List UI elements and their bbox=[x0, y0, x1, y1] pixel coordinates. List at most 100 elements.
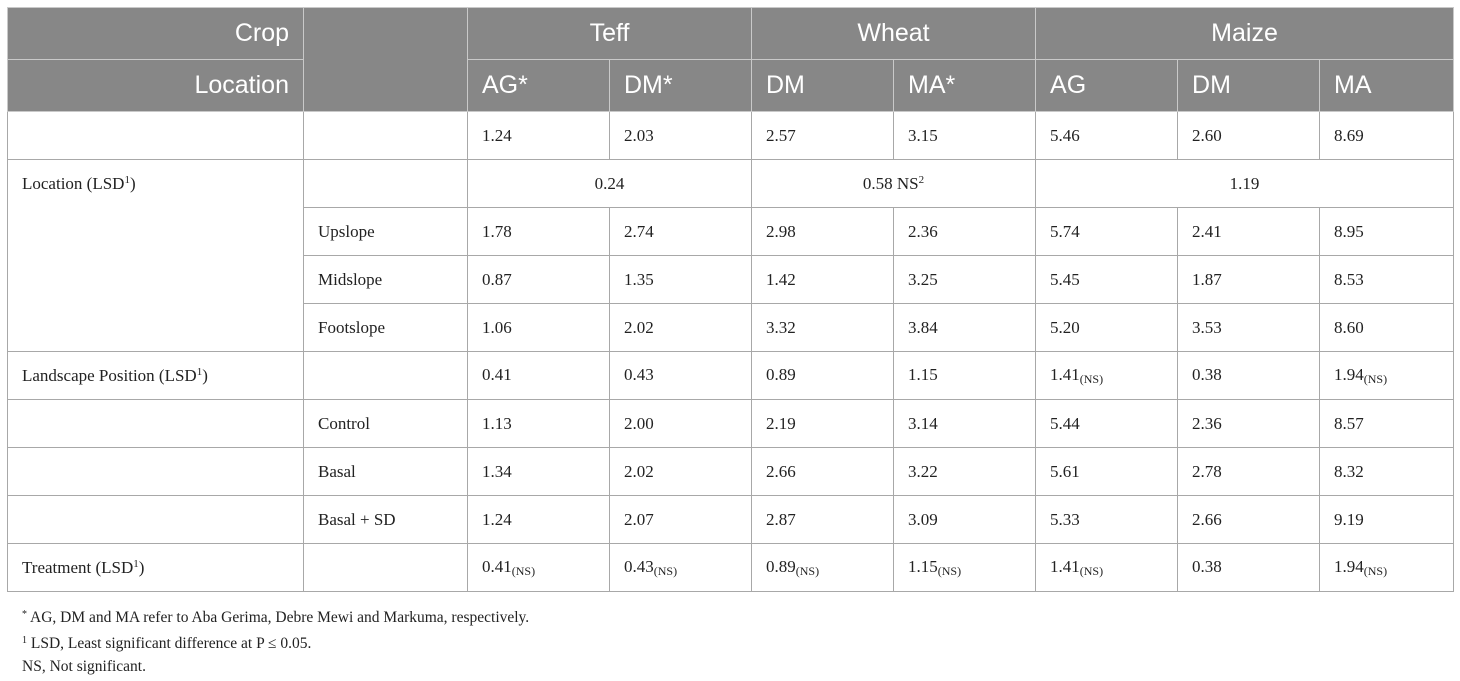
table-body: 1.24 2.03 2.57 3.15 5.46 2.60 8.69 Locat… bbox=[7, 111, 1455, 592]
row-label-treatment-lsd: Treatment (LSD1) bbox=[7, 543, 304, 592]
table-cell: 1.24 bbox=[467, 495, 610, 544]
table-cell: 1.06 bbox=[467, 303, 610, 352]
table-row-basal-sd: Basal + SD 1.24 2.07 2.87 3.09 5.33 2.66… bbox=[7, 495, 1455, 544]
table-cell: 3.25 bbox=[892, 255, 1037, 304]
footnote-ns: NS, Not significant. bbox=[22, 658, 146, 675]
footnote-abbreviations: * AG, DM and MA refer to Aba Gerima, Deb… bbox=[22, 603, 529, 629]
table-cell: 2.03 bbox=[609, 111, 752, 160]
header-wheat-dm: DM bbox=[751, 59, 894, 112]
table-cell bbox=[303, 543, 468, 592]
ns-mark: (NS) bbox=[1363, 371, 1388, 386]
header-location-label: Location bbox=[7, 59, 304, 112]
value-text: 0.43 bbox=[624, 556, 654, 576]
table-cell: 3.53 bbox=[1177, 303, 1321, 352]
table-cell: 5.45 bbox=[1035, 255, 1179, 304]
value-text: 0.58 NS bbox=[862, 173, 919, 193]
results-table-container: Crop Teff Wheat Maize Location AG* DM* D… bbox=[7, 7, 1455, 592]
table-cell: 2.36 bbox=[892, 207, 1037, 256]
table-cell: 5.61 bbox=[1035, 447, 1179, 496]
value-text: 0.89 bbox=[766, 364, 796, 384]
value-text: 0.41 bbox=[482, 556, 512, 576]
header-blank bbox=[303, 7, 468, 112]
table-cell: 1.78 bbox=[467, 207, 610, 256]
table-row-treatment-lsd: Treatment (LSD1) 0.41(NS) 0.43(NS) 0.89(… bbox=[7, 543, 1455, 592]
table-cell: 8.69 bbox=[1319, 111, 1455, 160]
table-cell: 2.87 bbox=[751, 495, 894, 544]
table-cell: 9.19 bbox=[1319, 495, 1455, 544]
table-cell: 2.02 bbox=[609, 303, 752, 352]
label-text: Treatment (LSD bbox=[22, 557, 134, 577]
table-cell bbox=[7, 495, 304, 544]
table-cell: 5.74 bbox=[1035, 207, 1179, 256]
label-close: ) bbox=[129, 174, 136, 193]
ns-mark: (NS) bbox=[653, 563, 678, 578]
table-cell: 2.66 bbox=[1177, 495, 1321, 544]
table-cell-wheat-lsd: 0.58 NS2 bbox=[750, 159, 1037, 208]
table-cell: 0.87 bbox=[467, 255, 610, 304]
value-text: 0.43 bbox=[624, 364, 654, 384]
table-cell: 5.33 bbox=[1035, 495, 1179, 544]
ns-mark: (NS) bbox=[795, 563, 820, 578]
table-cell: 5.20 bbox=[1035, 303, 1179, 352]
table-cell: 1.34 bbox=[467, 447, 610, 496]
table-cell: 2.78 bbox=[1177, 447, 1321, 496]
table-cell: 3.09 bbox=[892, 495, 1037, 544]
table-row-landscape-lsd: Landscape Position (LSD1) 0.41 0.43 0.89… bbox=[7, 351, 1455, 400]
table-cell: 3.32 bbox=[751, 303, 894, 352]
row-label-footslope: Footslope bbox=[303, 303, 468, 352]
row-label-basal-sd: Basal + SD bbox=[303, 495, 468, 544]
table-cell: 0.43(NS) bbox=[609, 543, 752, 592]
table-cell: 8.57 bbox=[1319, 399, 1455, 448]
results-table: Crop Teff Wheat Maize Location AG* DM* D… bbox=[7, 7, 1455, 592]
table-cell: 0.43 bbox=[609, 351, 752, 400]
table-cell: 2.66 bbox=[751, 447, 894, 496]
table-cell: 3.22 bbox=[892, 447, 1037, 496]
table-cell: 5.46 bbox=[1035, 111, 1179, 160]
table-cell: 1.87 bbox=[1177, 255, 1321, 304]
ns-mark: (NS) bbox=[1079, 371, 1104, 386]
table-row-overall: 1.24 2.03 2.57 3.15 5.46 2.60 8.69 bbox=[7, 111, 1455, 160]
table-cell: 0.41 bbox=[467, 351, 610, 400]
row-label-midslope: Midslope bbox=[303, 255, 468, 304]
value-text: 1.15 bbox=[908, 556, 938, 576]
table-row-location-lsd: Location (LSD1) 0.24 0.58 NS2 1.19 bbox=[7, 159, 1455, 352]
footnote-mark: 1 bbox=[22, 635, 27, 646]
table-footnotes: * AG, DM and MA refer to Aba Gerima, Deb… bbox=[22, 603, 529, 678]
table-cell: 1.94(NS) bbox=[1319, 543, 1455, 592]
label-close: ) bbox=[138, 557, 145, 577]
table-cell: 1.42 bbox=[751, 255, 894, 304]
ns-mark: (NS) bbox=[1363, 563, 1388, 578]
footnote-mark: 1 bbox=[133, 557, 139, 570]
table-cell: 2.02 bbox=[609, 447, 752, 496]
header-teff-dm: DM* bbox=[609, 59, 752, 112]
table-cell bbox=[303, 159, 468, 208]
table-cell: 3.14 bbox=[892, 399, 1037, 448]
row-label-basal: Basal bbox=[303, 447, 468, 496]
table-cell: 8.53 bbox=[1319, 255, 1455, 304]
table-cell: 5.44 bbox=[1035, 399, 1179, 448]
table-cell-maize-lsd: 1.19 bbox=[1035, 159, 1455, 208]
value-text: 1.41 bbox=[1050, 556, 1080, 576]
row-label-upslope: Upslope bbox=[303, 207, 468, 256]
table-cell: 1.24 bbox=[467, 111, 610, 160]
table-row-midslope: Midslope 0.87 1.35 1.42 3.25 5.45 1.87 8… bbox=[8, 255, 1455, 304]
table-cell: 2.36 bbox=[1177, 399, 1321, 448]
header-row-crop: Crop Teff Wheat Maize bbox=[7, 7, 1455, 112]
value-text: 1.94 bbox=[1334, 556, 1364, 576]
header-maize-ag: AG bbox=[1035, 59, 1179, 112]
table-cell: 3.84 bbox=[892, 303, 1037, 352]
label-text: Landscape Position (LSD bbox=[22, 365, 197, 385]
table-cell: 2.07 bbox=[609, 495, 752, 544]
row-label-location-lsd: Location (LSD1) bbox=[7, 159, 304, 352]
footnote-mark: * bbox=[22, 609, 27, 620]
ns-mark: (NS) bbox=[1079, 563, 1104, 578]
table-cell: 1.41(NS) bbox=[1035, 351, 1179, 400]
header-teff-ag: AG* bbox=[467, 59, 610, 112]
table-cell: 3.15 bbox=[892, 111, 1037, 160]
header-wheat-ma: MA* bbox=[892, 59, 1037, 112]
table-cell: 1.35 bbox=[609, 255, 752, 304]
table-cell: 2.60 bbox=[1177, 111, 1321, 160]
table-row-control: Control 1.13 2.00 2.19 3.14 5.44 2.36 8.… bbox=[7, 399, 1455, 448]
row-label-landscape-lsd: Landscape Position (LSD1) bbox=[7, 351, 304, 400]
value-text: 0.38 bbox=[1192, 364, 1222, 384]
